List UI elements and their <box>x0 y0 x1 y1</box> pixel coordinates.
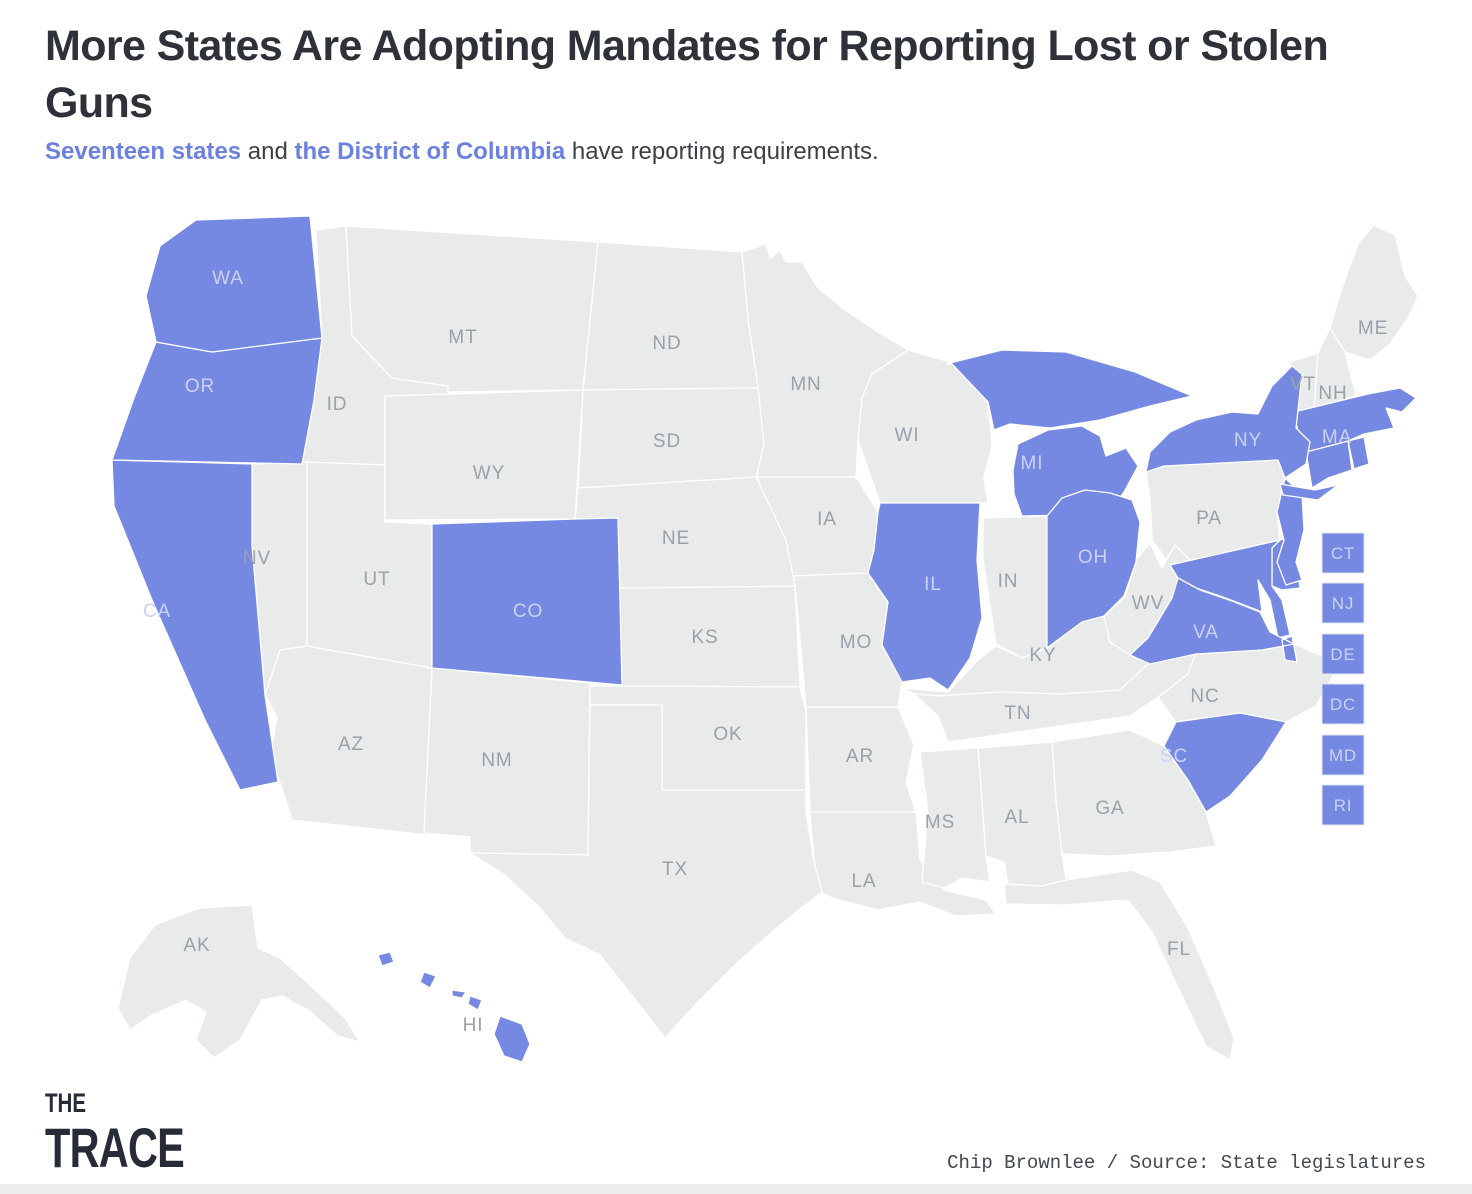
bottom-divider-bar <box>0 1184 1472 1194</box>
legend-box-DC[interactable] <box>1321 683 1365 725</box>
subtitle-link[interactable]: Seventeen states <box>45 138 242 165</box>
state-MT[interactable] <box>345 225 599 393</box>
state-AK[interactable] <box>117 904 361 1059</box>
subtitle-text: have reporting requirements. <box>565 138 879 165</box>
state-HI[interactable] <box>377 951 531 1063</box>
legend-box-RI[interactable] <box>1321 784 1365 826</box>
legend-box-label-CT: CT <box>1331 544 1355 563</box>
subtitle-link[interactable]: the District of Columbia <box>294 138 566 165</box>
legend-box-CT[interactable] <box>1321 532 1365 574</box>
state-AR[interactable] <box>805 706 917 813</box>
state-label-HI: HI <box>463 1015 484 1036</box>
small-state-legend: CT NJ DE DC MD RI <box>1321 532 1365 826</box>
chart-title: More States Are Adopting Mandates for Re… <box>45 22 1329 128</box>
state-AL[interactable] <box>977 741 1067 887</box>
legend-box-NJ[interactable] <box>1321 582 1365 624</box>
the-trace-logo: THE TRACE <box>45 1090 233 1176</box>
source-credit: Chip Brownlee / Source: State legislatur… <box>947 1152 1426 1174</box>
state-SD[interactable] <box>577 387 765 489</box>
state-VA[interactable] <box>1129 577 1298 665</box>
states-layer <box>111 215 1419 1063</box>
state-WY[interactable] <box>384 389 584 521</box>
state-KS[interactable] <box>617 585 801 688</box>
state-MI[interactable] <box>945 349 1193 517</box>
state-OR[interactable] <box>111 337 323 465</box>
state-RI[interactable] <box>1347 436 1370 470</box>
legend-box-label-MD: MD <box>1329 746 1357 765</box>
chart-subtitle: Seventeen states and the District of Col… <box>45 138 1375 166</box>
subtitle-text: and <box>241 138 295 165</box>
state-CA[interactable] <box>111 459 279 791</box>
state-NM[interactable] <box>423 667 591 856</box>
state-CO[interactable] <box>431 517 623 686</box>
state-OH[interactable] <box>1046 489 1141 649</box>
legend-box-DE[interactable] <box>1321 633 1365 675</box>
state-IL[interactable] <box>867 502 983 691</box>
state-ND[interactable] <box>582 241 759 391</box>
state-GA[interactable] <box>1051 729 1217 857</box>
legend-box-MD[interactable] <box>1321 734 1365 776</box>
state-NJ[interactable] <box>1276 477 1305 586</box>
state-WA[interactable] <box>145 215 323 353</box>
logo-line1: THE <box>45 1088 87 1118</box>
legend-box-label-RI: RI <box>1334 796 1353 815</box>
legend-box-label-NJ: NJ <box>1332 594 1354 613</box>
legend-box-label-DE: DE <box>1330 645 1355 664</box>
legend-box-label-DC: DC <box>1330 695 1356 714</box>
state-MS[interactable] <box>919 747 991 889</box>
logo-line2: TRACE <box>45 1116 185 1179</box>
state-FL[interactable] <box>1003 869 1235 1061</box>
state-AZ[interactable] <box>264 645 433 836</box>
state-ME[interactable] <box>1329 224 1419 361</box>
state-NY[interactable] <box>1145 365 1339 501</box>
state-SC[interactable] <box>1163 712 1287 813</box>
state-IN[interactable] <box>982 515 1048 659</box>
state-MD[interactable] <box>1169 539 1291 639</box>
state-TX[interactable] <box>469 704 823 1039</box>
